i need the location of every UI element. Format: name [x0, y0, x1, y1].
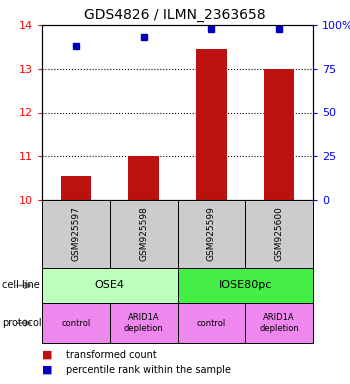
Bar: [61, 176, 91, 200]
Text: GSM925599: GSM925599: [207, 207, 216, 262]
Text: control: control: [197, 318, 226, 328]
Bar: [128, 156, 159, 200]
Text: ARID1A
depletion: ARID1A depletion: [124, 313, 163, 333]
Text: IOSE80pc: IOSE80pc: [218, 280, 272, 291]
Text: ARID1A
depletion: ARID1A depletion: [259, 313, 299, 333]
Text: control: control: [61, 318, 91, 328]
Text: GSM925600: GSM925600: [275, 207, 284, 262]
Text: GSM925597: GSM925597: [71, 207, 80, 262]
Text: OSE4: OSE4: [95, 280, 125, 291]
Bar: [264, 69, 294, 200]
Text: ■: ■: [42, 350, 52, 360]
Text: protocol: protocol: [2, 318, 41, 328]
Text: GSM925598: GSM925598: [139, 207, 148, 262]
Text: transformed count: transformed count: [66, 350, 157, 360]
Text: cell line: cell line: [2, 280, 40, 291]
Text: ■: ■: [42, 365, 52, 375]
Bar: [196, 49, 226, 200]
Text: percentile rank within the sample: percentile rank within the sample: [66, 365, 231, 375]
Text: GDS4826 / ILMN_2363658: GDS4826 / ILMN_2363658: [84, 8, 266, 22]
